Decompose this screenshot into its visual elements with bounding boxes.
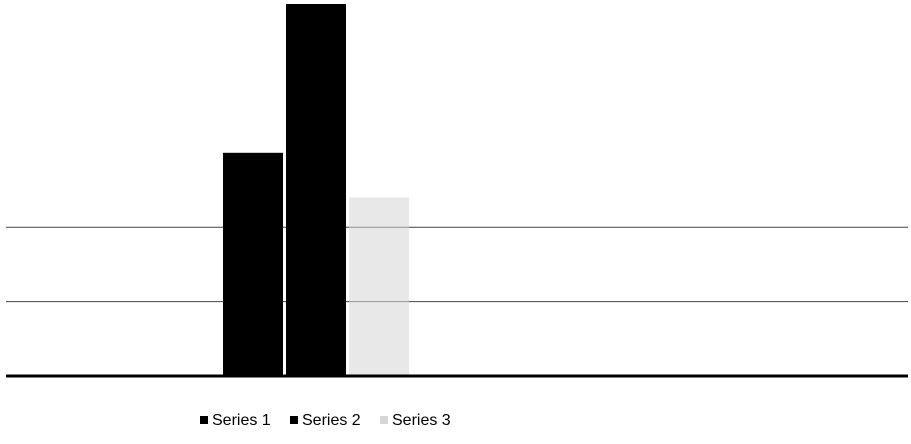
bars-layer — [223, 4, 409, 376]
bar-series-2 — [286, 4, 346, 376]
bar-series-3 — [349, 197, 409, 376]
legend: Series 1 Series 2 Series 3 — [200, 412, 451, 429]
legend-swatch-series-3 — [380, 416, 388, 424]
legend-swatch-series-2 — [290, 416, 298, 424]
bar-series-1 — [223, 152, 283, 376]
legend-label-series-3: Series 3 — [392, 412, 451, 429]
grid-layer — [6, 226, 908, 303]
legend-label-series-1: Series 1 — [212, 412, 271, 429]
legend-swatch-series-1 — [200, 416, 208, 424]
legend-label-series-2: Series 2 — [302, 412, 361, 429]
